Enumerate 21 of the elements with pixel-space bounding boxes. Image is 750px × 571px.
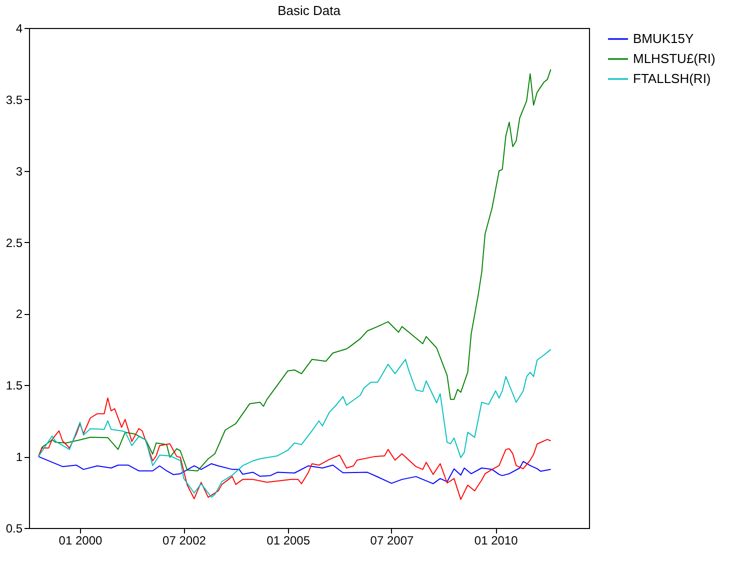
y-tick-label: 3 bbox=[16, 164, 23, 178]
y-tick-label: 0.5 bbox=[6, 522, 23, 536]
line-series bbox=[38, 348, 552, 498]
x-tick-label: 01 2010 bbox=[474, 534, 518, 548]
chart-title: Basic Data bbox=[278, 3, 342, 18]
y-tick-label: 2 bbox=[16, 307, 23, 322]
y-tick-label: 3.5 bbox=[6, 92, 23, 107]
legend-label: BMUK15Y bbox=[633, 31, 694, 46]
y-tick-label: 4 bbox=[16, 22, 23, 36]
y-tick-label: 2.5 bbox=[6, 236, 23, 250]
legend-label: FTALLSH(RI) bbox=[633, 71, 711, 86]
x-tick-label: 01 2000 bbox=[58, 534, 102, 548]
x-tick-label: 01 2005 bbox=[266, 534, 310, 548]
y-tick-label: 1 bbox=[16, 450, 23, 464]
line-series bbox=[38, 68, 552, 472]
x-tick-label: 07 2002 bbox=[162, 534, 206, 548]
line-series bbox=[38, 456, 552, 484]
line-series bbox=[38, 398, 552, 500]
y-tick-label: 1.5 bbox=[6, 378, 23, 393]
x-tick-label: 07 2007 bbox=[370, 534, 414, 548]
legend-label: MLHSTU£(RI) bbox=[633, 51, 716, 66]
